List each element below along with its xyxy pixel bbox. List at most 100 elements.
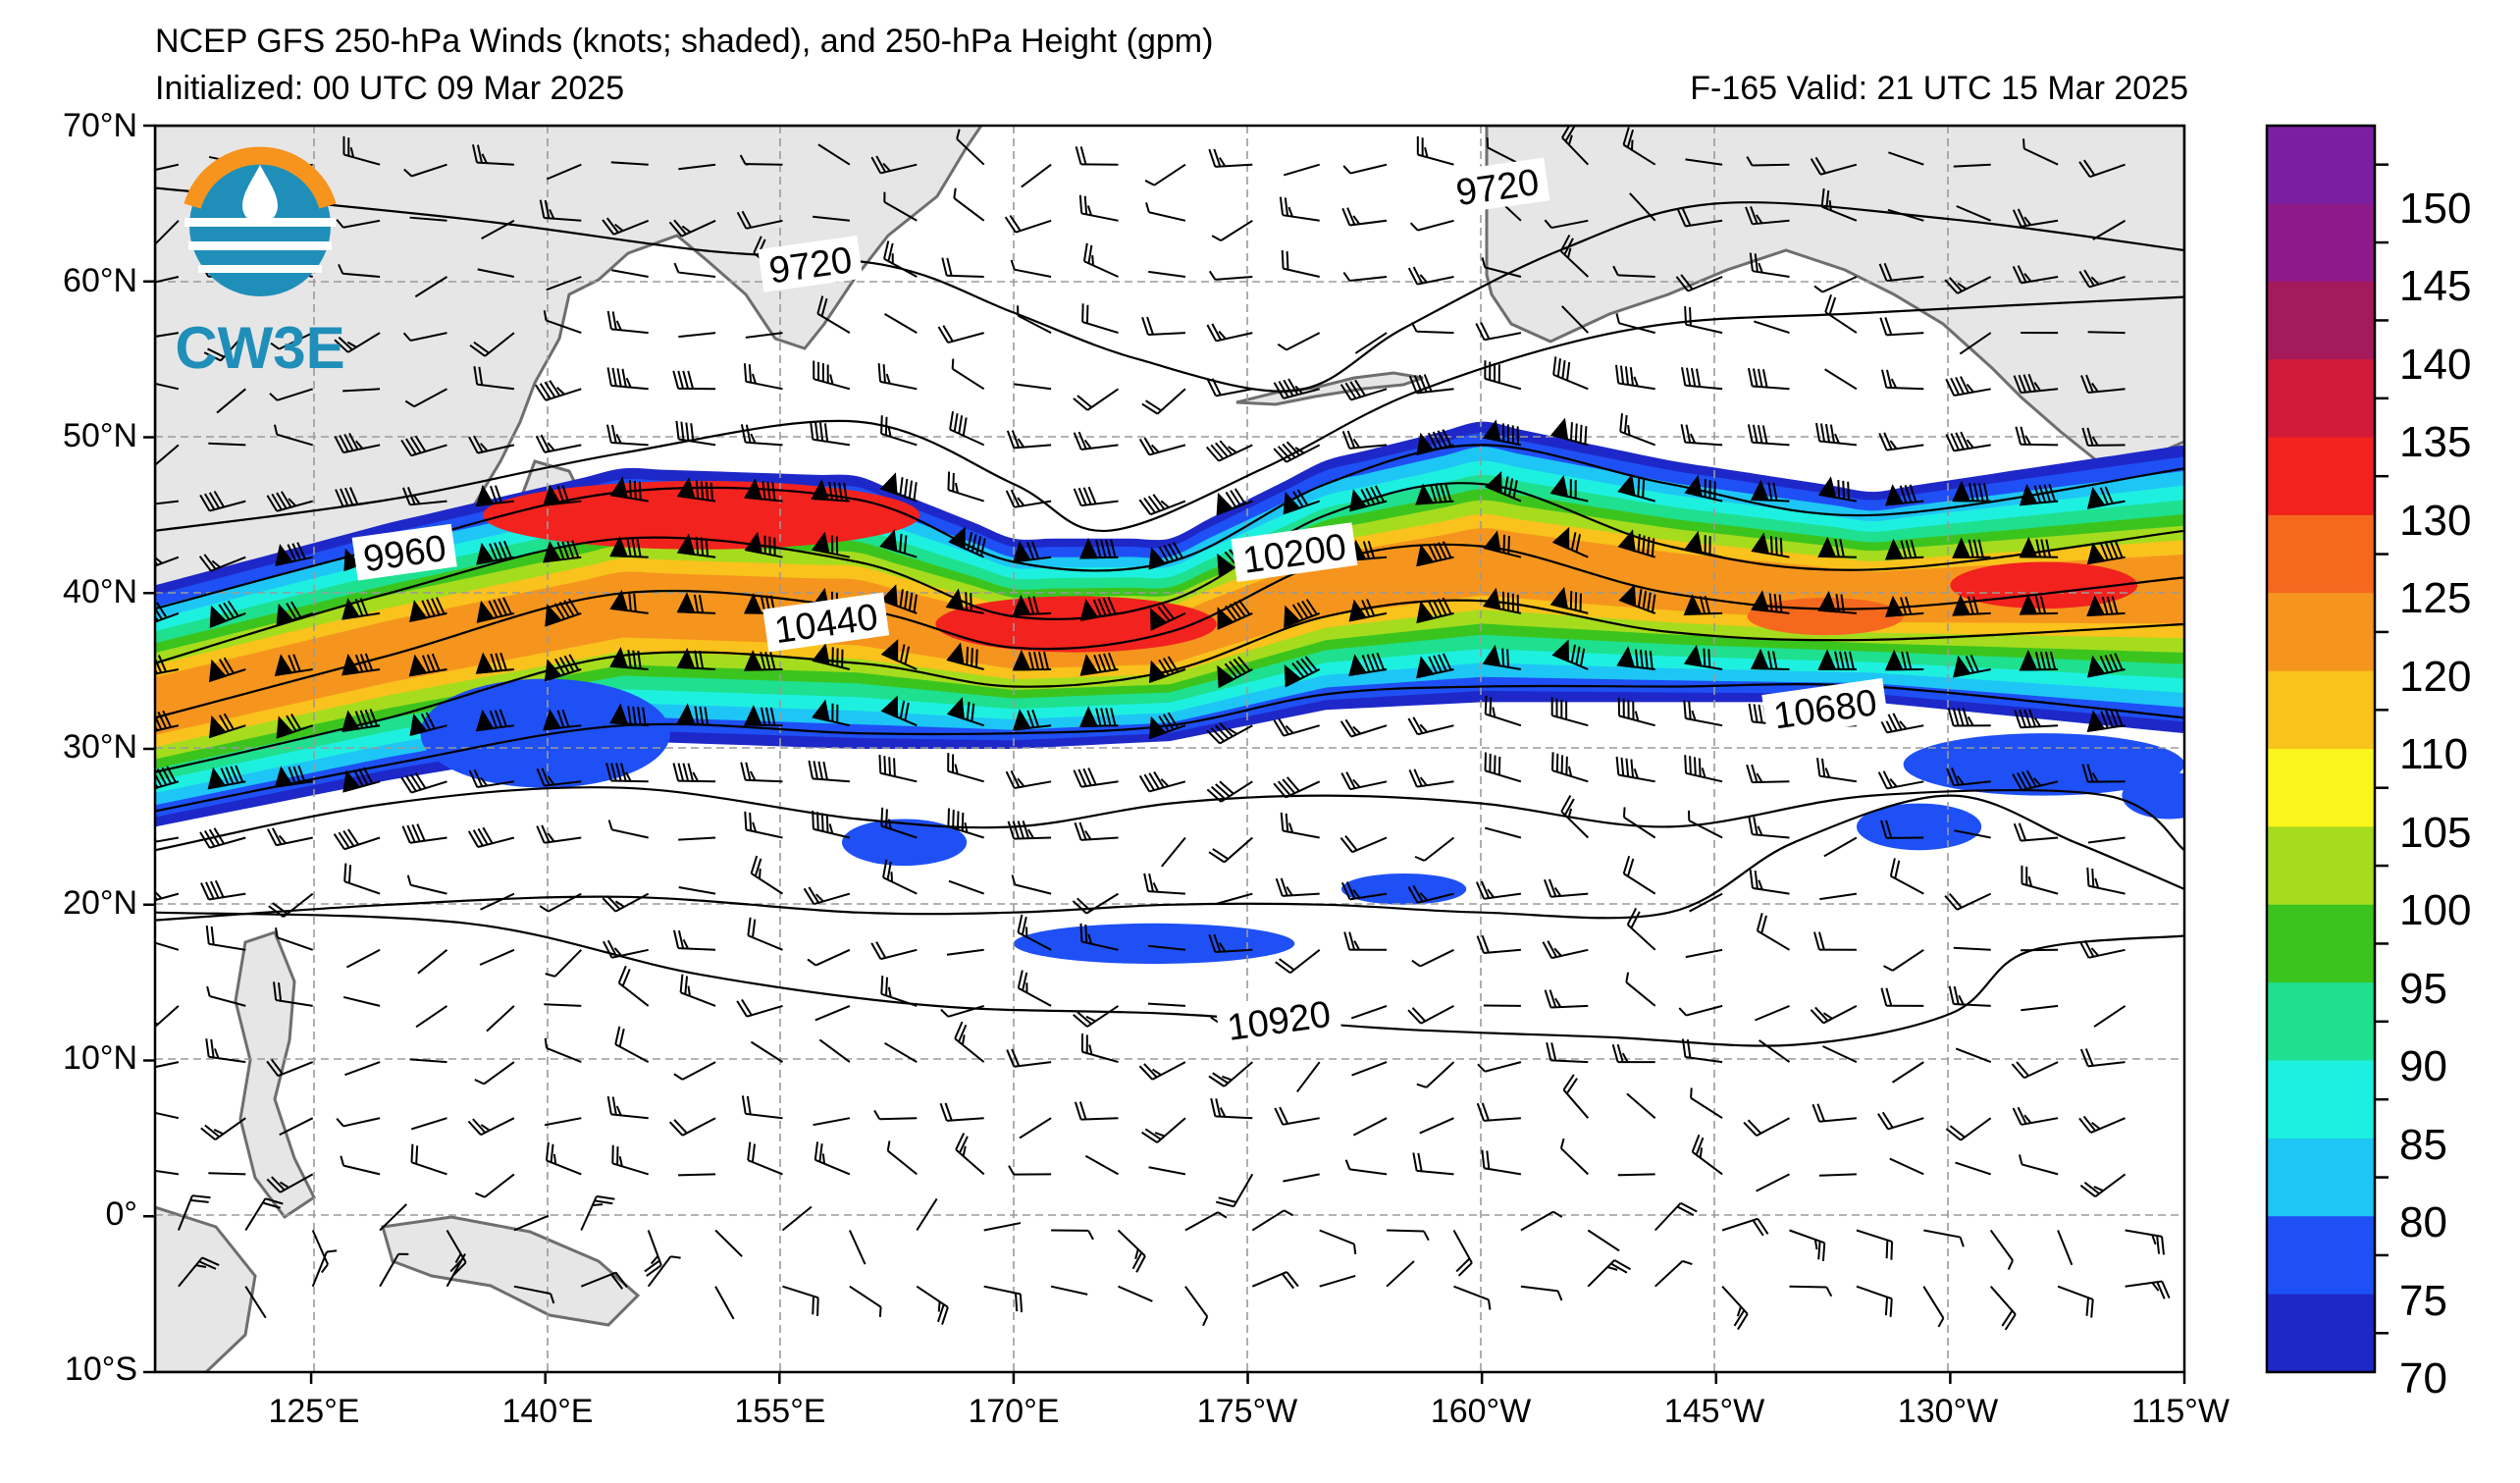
wind-barb xyxy=(1481,257,1522,278)
wind-barb xyxy=(1283,1173,1320,1183)
wind-barb xyxy=(1946,768,1991,787)
wind-barb xyxy=(1883,948,1924,972)
wind-barb xyxy=(1117,1229,1146,1273)
wind-barb xyxy=(1273,441,1321,463)
wind-barb xyxy=(536,824,582,844)
wind-barb xyxy=(1012,649,1052,671)
wind-barb xyxy=(1073,486,1119,507)
wind-barb xyxy=(1617,697,1655,727)
wind-barb xyxy=(1078,706,1119,727)
wind-barb xyxy=(311,1230,329,1274)
wind-barb xyxy=(1617,529,1655,558)
wind-barb xyxy=(1959,332,1992,355)
wind-barb xyxy=(605,763,649,783)
indonesia-landmass xyxy=(155,1205,257,1372)
wind-barb xyxy=(675,420,716,447)
wind-barb xyxy=(1141,316,1185,336)
wind-barb xyxy=(1005,769,1052,790)
wind-barb xyxy=(406,874,447,895)
wind-barb xyxy=(1749,870,1790,895)
wind-barb xyxy=(946,642,984,670)
wind-barb xyxy=(270,332,314,350)
wind-barb xyxy=(2015,426,2059,447)
wind-barb xyxy=(807,948,851,967)
wind-barb xyxy=(814,1141,851,1176)
wind-barb xyxy=(1147,1002,1185,1007)
wind-barb xyxy=(1675,274,1723,292)
wind-barb xyxy=(1954,829,1991,839)
lon-label: 175°W xyxy=(1196,1393,1298,1430)
wind-barb xyxy=(1684,755,1723,783)
wind-barb xyxy=(1150,604,1186,631)
wind-barb xyxy=(606,310,649,335)
wind-barb xyxy=(1689,892,1723,913)
contour-label: 9720 xyxy=(758,236,864,292)
wind-barb xyxy=(1810,156,1858,176)
wind-barb xyxy=(1484,752,1522,783)
wind-barb xyxy=(954,1021,985,1063)
wind-barb xyxy=(877,363,918,391)
wind-barb xyxy=(1691,1134,1723,1176)
wind-barb xyxy=(1877,770,1924,790)
wind-barb xyxy=(1148,712,1186,740)
wind-barb xyxy=(155,1167,180,1176)
colorbar-tick-label: 80 xyxy=(2399,1198,2447,1246)
wind-barb xyxy=(208,442,246,447)
wind-barb xyxy=(205,926,246,951)
wind-barb xyxy=(546,276,582,291)
wind-barb xyxy=(1012,709,1052,731)
wind-barb xyxy=(1484,695,1522,727)
wind-barb xyxy=(1721,1286,1749,1331)
colorbar-segment xyxy=(2267,126,2375,204)
wind-barb xyxy=(678,836,716,841)
initialized-label: Initialized: 00 UTC 09 Mar 2025 xyxy=(155,70,625,107)
wind-barb xyxy=(951,358,985,391)
wind-barb xyxy=(279,1117,314,1137)
wind-barb xyxy=(1681,1038,1723,1064)
wind-barb xyxy=(1756,913,1791,951)
wind-barb xyxy=(275,927,314,951)
wind-barb xyxy=(580,1271,628,1290)
wind-barb xyxy=(155,276,180,287)
wind-barb xyxy=(1622,127,1656,166)
wind-barb xyxy=(1217,599,1253,630)
wind-barb xyxy=(1205,440,1253,462)
contour-label-bg xyxy=(1761,677,1889,738)
wind-barb xyxy=(1676,208,1723,228)
wind-barb xyxy=(468,435,515,454)
wind-barb xyxy=(1817,591,1857,614)
wind-barb xyxy=(1208,1061,1253,1087)
wind-barb xyxy=(1745,206,1790,226)
wind-barb xyxy=(1386,1260,1415,1288)
wind-barb xyxy=(1923,1229,1965,1247)
wind-barb xyxy=(2086,653,2126,678)
wind-barb xyxy=(1387,1229,1430,1242)
wind-barb xyxy=(1407,716,1454,736)
wind-barb xyxy=(609,536,649,558)
wind-barb xyxy=(408,653,447,677)
wind-barb xyxy=(1084,1154,1119,1176)
wind-barb xyxy=(609,476,649,503)
new-guinea-landmass xyxy=(381,1215,641,1327)
wind-barb xyxy=(1750,648,1790,670)
wind-barb xyxy=(1542,940,1589,960)
wind-barb xyxy=(1856,1229,1894,1260)
wind-barb xyxy=(414,276,448,298)
wind-barb xyxy=(1145,202,1186,222)
wind-barb xyxy=(208,1172,246,1176)
wind-barb xyxy=(1352,1117,1388,1137)
wind-barb xyxy=(1342,163,1388,175)
wind-barb xyxy=(1211,219,1253,241)
wind-barb xyxy=(1789,1229,1826,1262)
wind-barb xyxy=(1945,1117,1992,1141)
wind-barb xyxy=(544,1003,582,1007)
wind-barb xyxy=(545,949,583,978)
wind-barb xyxy=(1953,163,1991,168)
wind-barb xyxy=(1216,488,1253,516)
wind-barb xyxy=(1280,812,1320,839)
wind-barb xyxy=(471,144,514,166)
wind-barb xyxy=(953,187,985,222)
wind-barb xyxy=(155,766,180,794)
wind-barb xyxy=(274,654,313,676)
wind-barb xyxy=(1746,156,1790,167)
